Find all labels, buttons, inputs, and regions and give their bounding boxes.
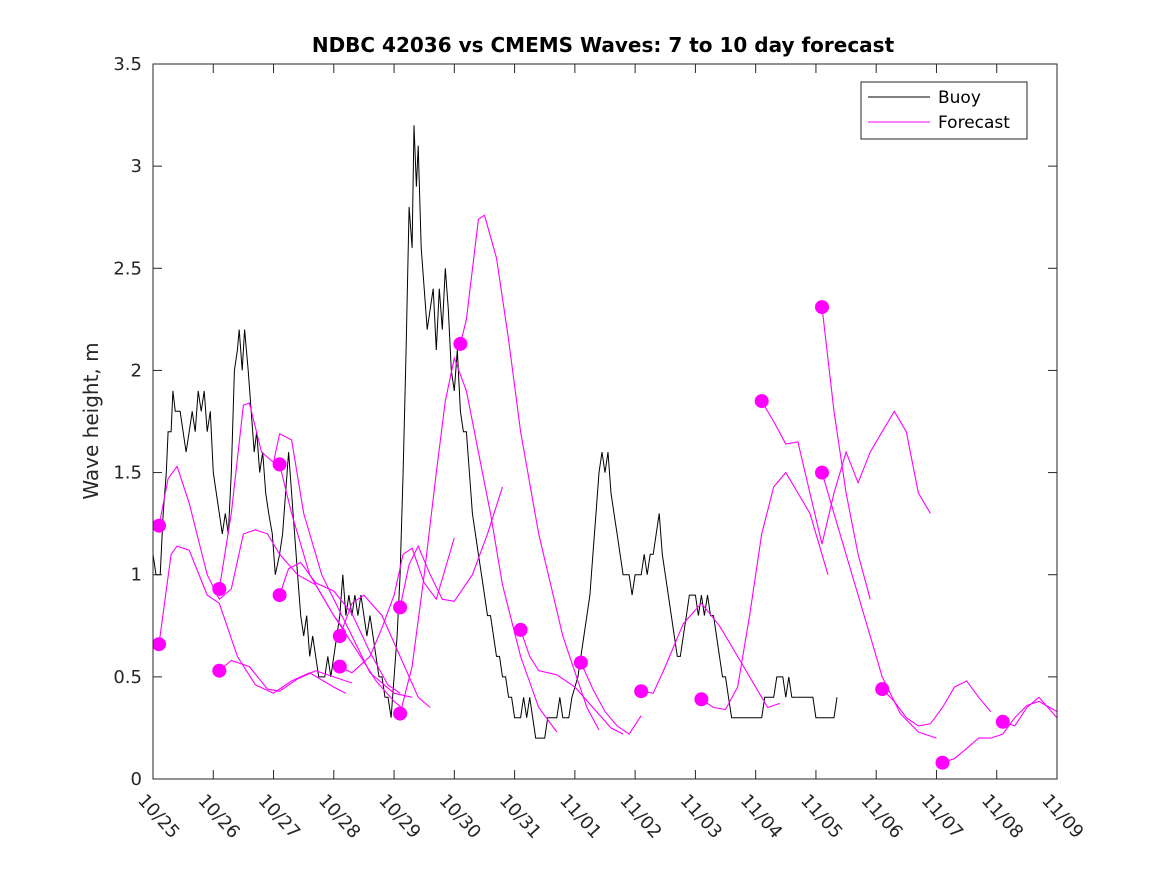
forecast-line-9 <box>399 356 558 733</box>
legend-buoy-label: Buoy <box>938 88 981 108</box>
forecast-line-10 <box>459 214 600 731</box>
forecast-start-marker-8 <box>393 600 408 615</box>
y-tick-label: 3 <box>131 156 142 177</box>
forecast-line-13 <box>641 602 780 709</box>
forecast-line-1 <box>158 545 347 694</box>
forecast-line-17 <box>821 472 937 739</box>
axes-box <box>152 63 1058 780</box>
forecast-start-marker-18 <box>875 682 890 697</box>
forecast-line-8 <box>399 486 504 608</box>
y-tick-label: 2.5 <box>113 258 142 279</box>
forecast-line-5 <box>279 561 401 694</box>
y-tick-label: 1 <box>131 565 142 586</box>
legend: Buoy Forecast <box>860 81 1028 140</box>
forecast-line-15 <box>761 400 931 545</box>
forecast-line-0 <box>158 465 347 633</box>
forecast-start-marker-11 <box>513 622 528 637</box>
chart-title: NDBC 42036 vs CMEMS Waves: 7 to 10 day f… <box>312 33 895 57</box>
forecast-start-marker-3 <box>212 663 227 678</box>
buoy-line <box>153 125 838 739</box>
y-tick-label: 0 <box>131 769 142 790</box>
forecast-start-marker-0 <box>153 518 166 533</box>
series-layer <box>153 125 1057 770</box>
forecast-start-marker-12 <box>573 655 588 670</box>
plot-area <box>153 64 1057 779</box>
forecast-start-marker-19 <box>935 755 950 770</box>
forecast-line-6 <box>339 594 431 708</box>
forecast-start-marker-16 <box>815 300 829 315</box>
forecast-line-12 <box>580 662 642 735</box>
forecast-start-marker-9 <box>393 706 408 721</box>
forecast-start-marker-4 <box>272 457 287 472</box>
forecast-start-marker-17 <box>815 465 829 480</box>
forecast-start-marker-15 <box>754 394 769 409</box>
forecast-start-marker-7 <box>332 659 347 674</box>
y-axis-label: Wave height, m <box>79 342 103 499</box>
forecast-line-7 <box>339 537 455 674</box>
forecast-start-marker-1 <box>153 637 166 652</box>
forecast-line-11 <box>520 629 624 735</box>
y-tick-label: 3.5 <box>113 54 142 75</box>
forecast-start-marker-14 <box>694 692 709 707</box>
y-tick-label: 2 <box>131 360 142 381</box>
legend-box <box>860 81 1028 140</box>
legend-forecast-label: Forecast <box>938 113 1010 133</box>
y-tick-label: 1.5 <box>113 463 142 484</box>
forecast-line-3 <box>218 659 353 692</box>
forecast-line-16 <box>821 307 871 600</box>
forecast-line-20 <box>1002 696 1057 727</box>
forecast-start-marker-13 <box>634 684 649 699</box>
forecast-line-14 <box>701 471 829 711</box>
series-group <box>153 125 1057 770</box>
forecast-start-marker-20 <box>995 714 1010 729</box>
forecast-start-marker-10 <box>453 336 468 351</box>
forecast-start-marker-6 <box>332 629 347 643</box>
forecast-line-18 <box>881 680 992 727</box>
forecast-line-19 <box>942 700 1057 764</box>
forecast-start-marker-2 <box>212 582 227 596</box>
y-tick-label: 0.5 <box>113 667 142 688</box>
forecast-start-marker-5 <box>272 588 287 603</box>
